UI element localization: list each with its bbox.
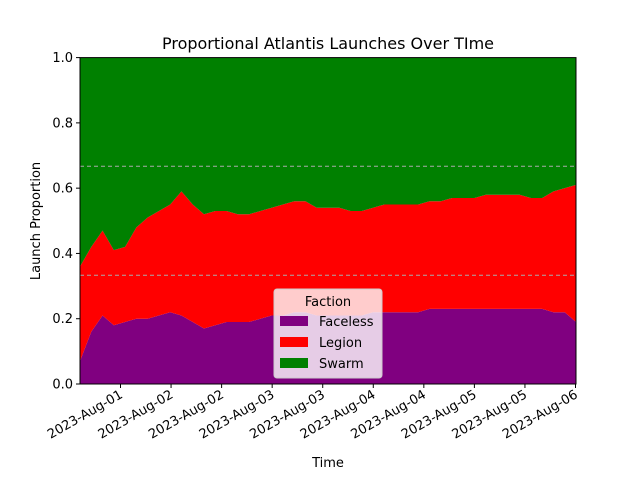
legend-label-faceless: Faceless [319,315,374,330]
area-legion [80,184,576,362]
y-tick-label: 0.6 [52,182,73,197]
legend-swatch-faceless [280,316,308,326]
reference-lines [80,165,576,276]
plot-frame [79,57,577,385]
legend-swatch-legion [280,337,308,347]
legend-label-swarm: Swarm [319,357,364,372]
x-axis: 2023-Aug-012023-Aug-022023-Aug-022023-Au… [45,384,581,443]
y-axis: 0.0 0.2 0.4 0.6 0.8 1.0 [52,51,80,393]
y-tick-label: 0.2 [52,312,73,327]
legend-items: Faceless Legion Swarm [280,315,374,372]
y-tick-label: 1.0 [52,51,73,66]
legend-title: Faction [305,295,351,310]
legend-box [273,288,383,379]
x-axis-title: Time [311,456,344,471]
legend: Faction Faceless Legion Swarm [273,288,383,379]
y-tick-label: 0.8 [52,116,73,131]
chart-title: Proportional Atlantis Launches Over TIme [162,34,494,53]
legend-label-legion: Legion [319,336,362,351]
legend-swatch-swarm [280,358,308,368]
area-swarm [80,57,576,267]
y-tick-label: 0.0 [52,378,73,393]
area-series-group [80,57,576,384]
y-tick-label: 0.4 [52,247,73,262]
y-axis-title: Launch Proportion [29,162,44,280]
